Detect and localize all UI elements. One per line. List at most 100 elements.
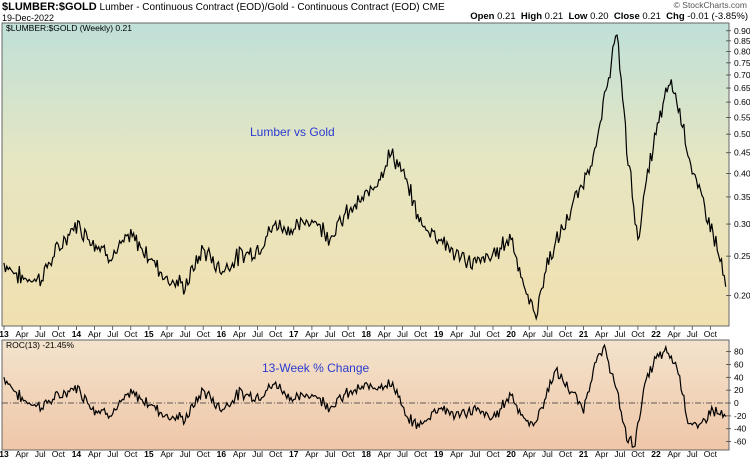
series-line-roc <box>3 343 727 448</box>
x-tick-label-bottom: Apr <box>378 449 391 459</box>
price-y-tick-label: 0.35 <box>734 192 750 202</box>
x-tick-label-bottom: Jul <box>180 449 191 459</box>
x-axis: 13 13 Apr Apr Jul Jul Oct Oct 14 14 Apr Apr Jul Jul Oc… <box>0 326 718 459</box>
x-tick-label: Oct <box>631 329 645 339</box>
price-y-tick-label: 0.75 <box>734 58 750 68</box>
chart-date: 19-Dec-2022 <box>2 13 55 23</box>
roc-y-tick-label: -20 <box>734 411 747 421</box>
x-tick-label: Apr <box>233 329 246 339</box>
x-tick-label-bottom: 20 <box>506 449 516 459</box>
x-tick-label-bottom: 18 <box>361 449 371 459</box>
x-tick-label: Apr <box>160 329 173 339</box>
x-tick-label: Oct <box>269 329 283 339</box>
x-tick-label: 16 <box>217 329 227 339</box>
x-tick-label-bottom: Jul <box>397 449 408 459</box>
close-value: 0.21 <box>642 11 661 22</box>
price-panel: $LUMBER:$GOLD (Weekly) 0.21 Lumber vs Go… <box>0 22 750 459</box>
price-y-tick-label: 0.40 <box>734 168 750 178</box>
chg-label: Chg <box>666 11 685 22</box>
price-annotation: Lumber vs Gold <box>250 125 335 139</box>
x-tick-label: 15 <box>144 329 154 339</box>
x-tick-label: Jul <box>542 329 553 339</box>
roc-y-tick-label: 0 <box>734 398 739 408</box>
x-tick-label-bottom: Oct <box>704 449 718 459</box>
roc-y-tick-label: 40 <box>734 372 744 382</box>
close-label: Close <box>613 11 640 22</box>
x-tick-label-bottom: Jul <box>252 449 263 459</box>
x-tick-label: Oct <box>52 329 66 339</box>
price-y-tick-label: 0.55 <box>734 112 750 122</box>
x-tick-label-bottom: 15 <box>144 449 154 459</box>
x-tick-label-bottom: Oct <box>124 449 138 459</box>
x-tick-label: 17 <box>289 329 299 339</box>
x-tick-label: Jul <box>687 329 698 339</box>
x-tick-label-bottom: Oct <box>269 449 283 459</box>
roc-panel-label: ROC(13) -21.45% <box>6 340 74 350</box>
x-tick-label: Oct <box>197 329 211 339</box>
x-tick-label-bottom: 19 <box>434 449 444 459</box>
x-tick-label: 14 <box>72 329 82 339</box>
brand-credit: © StockCharts.com <box>673 0 747 10</box>
open-label: Open <box>470 11 495 22</box>
roc-panel: ROC(13) -21.45% 13-Week % Change 80 60 40 2… <box>1 339 747 451</box>
x-tick-label-bottom: Oct <box>341 449 355 459</box>
exchange-label: CME <box>422 2 445 13</box>
price-y-axis: 0.20 0.25 0.30 0.35 0.40 0.45 0.50 0.55 0.60 0.65… <box>726 26 750 300</box>
x-tick-label: Jul <box>107 329 118 339</box>
x-tick-label: Apr <box>305 329 318 339</box>
price-panel-label: $LUMBER:$GOLD (Weekly) 0.21 <box>6 23 132 33</box>
x-tick-label-bottom: Jul <box>107 449 118 459</box>
x-tick-label-bottom: Oct <box>486 449 500 459</box>
price-y-tick-label: 0.85 <box>734 36 750 46</box>
x-tick-label-bottom: 13 <box>0 449 9 459</box>
x-tick-label: 19 <box>434 329 444 339</box>
x-tick-label-bottom: 14 <box>72 449 82 459</box>
x-tick-label-bottom: Apr <box>15 449 28 459</box>
high-label: High <box>520 11 543 22</box>
x-tick-label-bottom: Oct <box>631 449 645 459</box>
x-tick-label: Jul <box>35 329 46 339</box>
x-tick-label-bottom: Jul <box>325 449 336 459</box>
price-y-tick-label: 0.50 <box>734 129 750 139</box>
x-tick-label: Oct <box>414 329 428 339</box>
x-tick-label: Jul <box>252 329 263 339</box>
x-tick-label-bottom: Oct <box>52 449 66 459</box>
x-tick-label: Jul <box>397 329 408 339</box>
price-y-tick-label: 0.25 <box>734 251 750 261</box>
roc-y-axis: 80 60 40 20 0 -20 -40 -60 <box>726 347 747 447</box>
ohlc-readout: Open 0.21 High 0.21 Low 0.20 Close 0.21 … <box>470 11 748 22</box>
price-y-tick-label: 0.45 <box>734 148 750 158</box>
open-value: 0.21 <box>497 11 516 22</box>
roc-panel-background <box>1 339 730 451</box>
roc-y-tick-label: 60 <box>734 359 744 369</box>
x-tick-label-bottom: Oct <box>559 449 573 459</box>
x-tick-label-bottom: 17 <box>289 449 299 459</box>
x-tick-label-bottom: Jul <box>687 449 698 459</box>
x-tick-label-bottom: Jul <box>35 449 46 459</box>
price-y-tick-label: 0.80 <box>734 46 750 56</box>
x-tick-label: Apr <box>450 329 463 339</box>
symbol-description: Lumber - Continuous Contract (EOD)/Gold … <box>99 2 420 13</box>
x-tick-label-bottom: Apr <box>667 449 680 459</box>
x-tick-label: Apr <box>15 329 28 339</box>
x-tick-label: Oct <box>486 329 500 339</box>
x-tick-label: 22 <box>651 329 661 339</box>
symbol-title: $LUMBER:$GOLD <box>2 1 97 13</box>
x-tick-label-bottom: Apr <box>450 449 463 459</box>
chg-value: -0.01 (-3.85%) <box>687 11 748 22</box>
x-tick-label: Apr <box>667 329 680 339</box>
x-tick-label-bottom: Jul <box>469 449 480 459</box>
x-tick-label: Apr <box>595 329 608 339</box>
price-y-tick-label: 0.30 <box>734 219 750 229</box>
x-tick-label: Jul <box>180 329 191 339</box>
x-tick-label: Apr <box>523 329 536 339</box>
price-y-tick-label: 0.65 <box>734 83 750 93</box>
x-tick-label: Jul <box>469 329 480 339</box>
x-tick-label-bottom: 21 <box>579 449 589 459</box>
x-tick-label-bottom: Oct <box>197 449 211 459</box>
price-y-tick-label: 0.90 <box>734 26 750 36</box>
price-panel-background <box>1 22 730 327</box>
x-tick-label: 18 <box>361 329 371 339</box>
roc-y-tick-label: 80 <box>734 347 744 357</box>
